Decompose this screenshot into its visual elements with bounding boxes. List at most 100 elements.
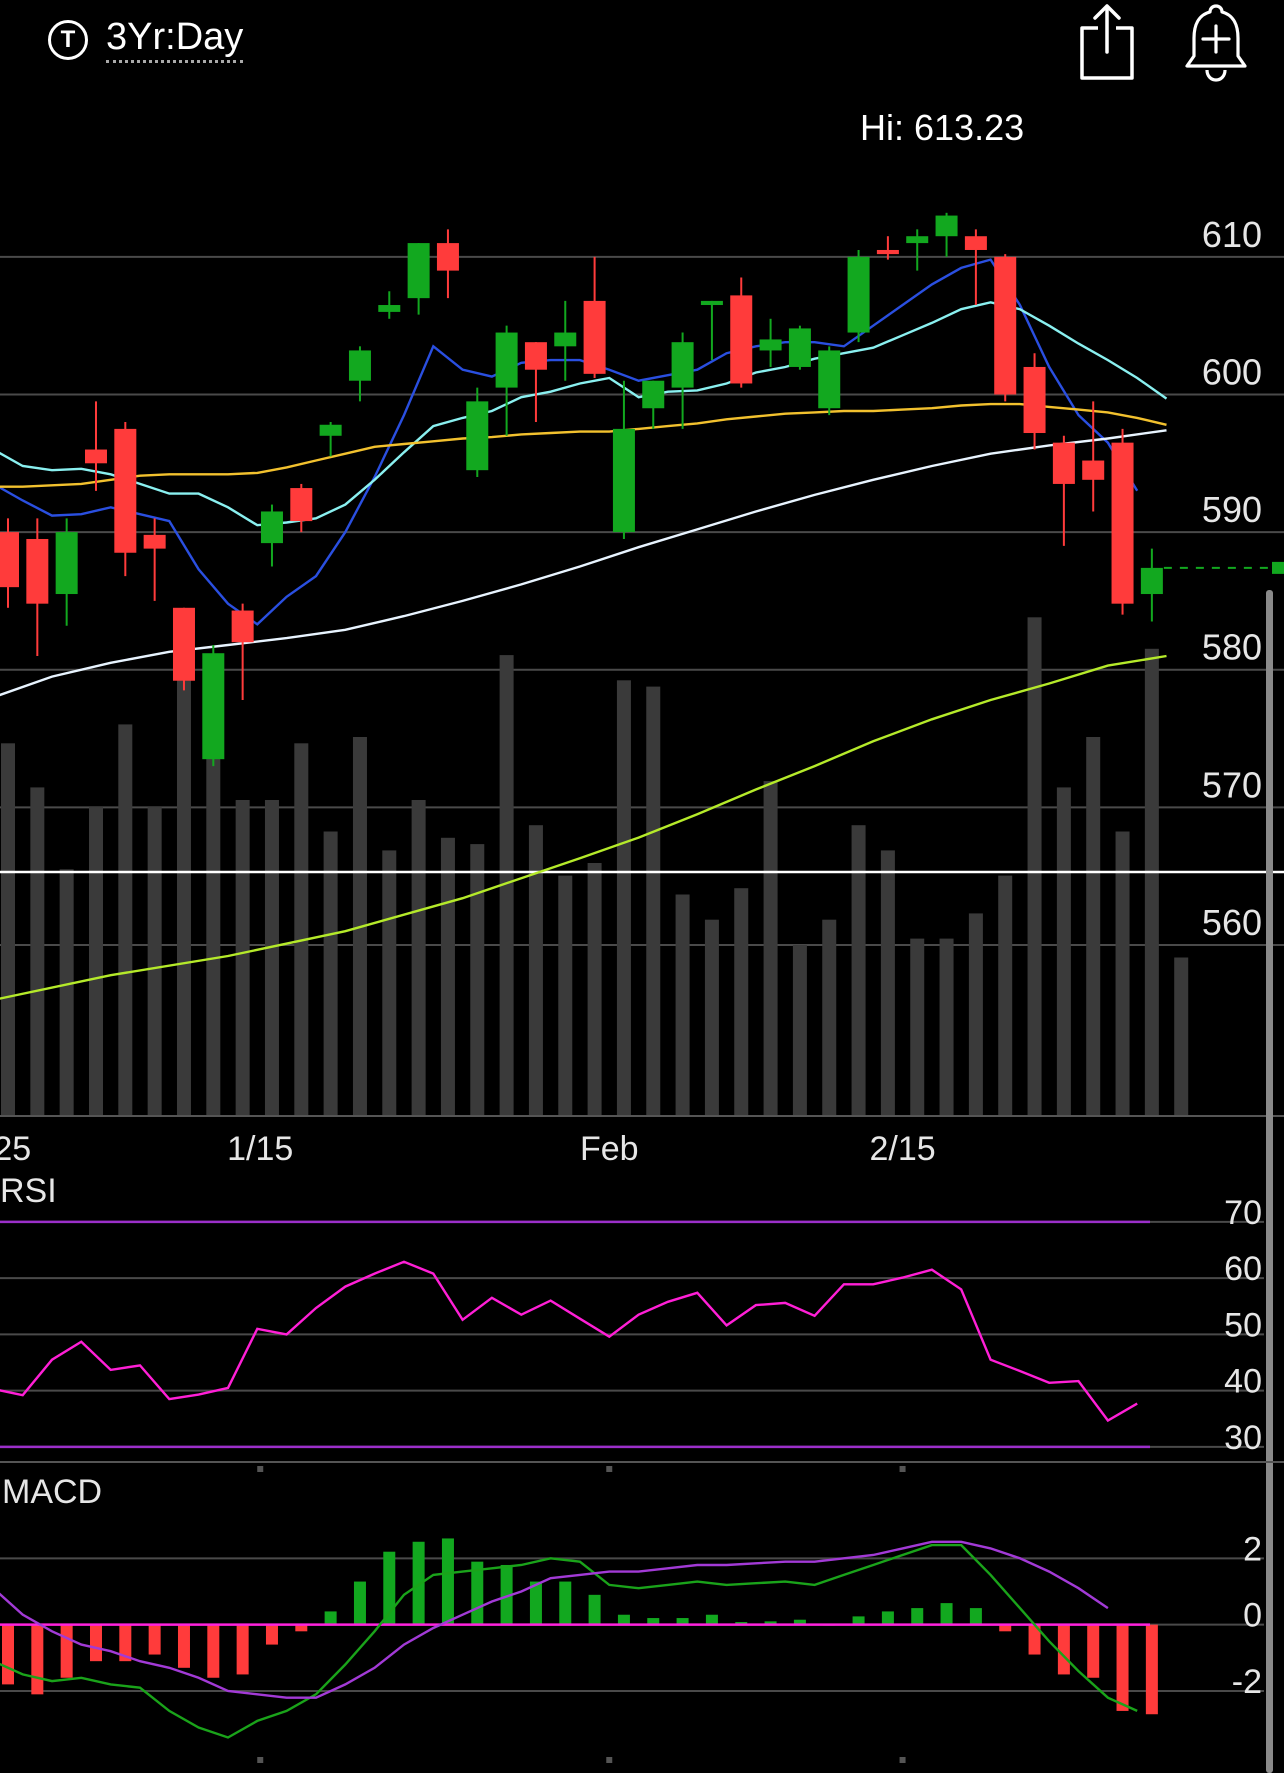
macd-line [0,1543,1138,1739]
date-axis-tick: 2025 [0,1130,31,1168]
volume-bar [206,699,221,1115]
macd-histogram-bar [324,1611,337,1625]
candle-body [994,256,1017,395]
sma_200-line [0,654,1167,1000]
add-alert-bell-icon[interactable] [1184,2,1248,82]
volume-bar [411,800,426,1115]
top-bar: T 3Yr:Day [0,0,1284,82]
candle-body [436,243,459,271]
volume-bar [88,806,103,1115]
candle-body [84,449,107,464]
rsi-axis-tick: 60 [1224,1250,1262,1288]
volume-bar [440,837,455,1115]
macd-histogram-bar [236,1624,249,1675]
macd-histogram-bar [265,1624,278,1645]
price-axis-tick: 570 [1202,764,1262,805]
volume-bar [235,800,250,1115]
timeframe-icon[interactable]: T [48,20,88,60]
volume-bar [1056,787,1071,1115]
candle-body [759,339,782,351]
macd-histogram-bar [441,1538,454,1625]
volume-bar [616,680,631,1115]
candle-body [1023,366,1046,434]
volume-bar [792,944,807,1115]
price-axis-tick: 560 [1202,902,1262,943]
macd-histogram-bar [383,1551,396,1625]
macd-histogram-bar [705,1614,718,1625]
rsi-line [0,1260,1138,1423]
candle-body [935,215,958,237]
candle-body [818,350,841,409]
date-tick-marker [257,1757,264,1763]
volume-bar [910,938,925,1115]
macd-histogram-bar [148,1624,161,1655]
volume-bar [822,919,837,1115]
share-icon[interactable] [1078,2,1136,82]
date-tick-marker [606,1466,613,1472]
volume-bar [704,919,719,1115]
candle-body [378,305,401,312]
macd-histogram-bar [2,1624,14,1685]
timeframe-selector[interactable]: 3Yr:Day [106,16,244,63]
volume-bar [646,686,661,1115]
macd-histogram-bar [999,1624,1012,1632]
volume-bar [323,831,338,1115]
date-tick-marker [606,1757,613,1763]
macd-histogram-bar [881,1611,894,1625]
candle-body [583,300,606,374]
volume-bar [1027,617,1042,1115]
macd-histogram-bar [119,1624,132,1662]
macd-axis-tick: 2 [1243,1530,1262,1568]
macd-histogram-bar [500,1564,513,1625]
ema_mid-line [0,301,1168,527]
stock-chart[interactable]: 61060059058057056020251/15Feb2/15RSI7060… [0,80,1284,1773]
volume-bar [176,642,191,1115]
volume-bar [382,850,397,1115]
volume-bar [499,655,514,1115]
candle-body [642,380,665,409]
macd-histogram-bar [353,1581,366,1625]
macd-histogram-bar [617,1614,630,1625]
volume-bar [147,806,162,1115]
macd-histogram-bar [676,1618,689,1625]
candle-body [26,538,49,604]
volume-bar [675,894,690,1115]
price-axis-tick: 590 [1202,489,1262,530]
macd-histogram-bar [207,1624,220,1678]
volume-bar [998,875,1013,1115]
candle-body [964,236,987,250]
date-tick-marker [257,1466,264,1472]
candle-body [114,428,137,553]
candle-body [1052,442,1075,484]
price-axis-tick: 610 [1202,214,1262,255]
candle-body [847,256,870,333]
date-tick-marker [899,1757,906,1763]
scrollbar [1266,590,1273,1773]
rsi-axis-tick: 50 [1224,1306,1262,1344]
volume-bar [939,938,954,1115]
date-axis-tick: Feb [580,1130,639,1168]
macd-axis-tick: 0 [1243,1597,1262,1635]
price-axis-tick: 600 [1202,351,1262,392]
macd-axis-tick: -2 [1232,1663,1262,1701]
date-tick-marker [899,1466,906,1472]
candle-body [466,401,489,471]
rsi-axis-tick: 30 [1224,1419,1262,1457]
candle-body [55,532,78,595]
macd-histogram-bar [969,1608,982,1625]
high-price-label: Hi: 613.23 [860,107,1025,148]
candle-body [700,300,723,306]
macd-histogram-bar [31,1624,44,1695]
macd-histogram-bar [1028,1624,1041,1655]
date-axis-tick: 2/15 [869,1130,935,1168]
candle-body [260,511,283,544]
signal-line [0,1540,1109,1699]
volume-bar [1144,648,1159,1115]
candle-body [202,653,225,760]
macd-histogram-bar [559,1581,572,1625]
candle-body [1111,442,1134,604]
candle-body [524,342,547,370]
volume-bar [558,875,573,1115]
candle-body [495,332,518,388]
volume-bar [470,844,485,1115]
